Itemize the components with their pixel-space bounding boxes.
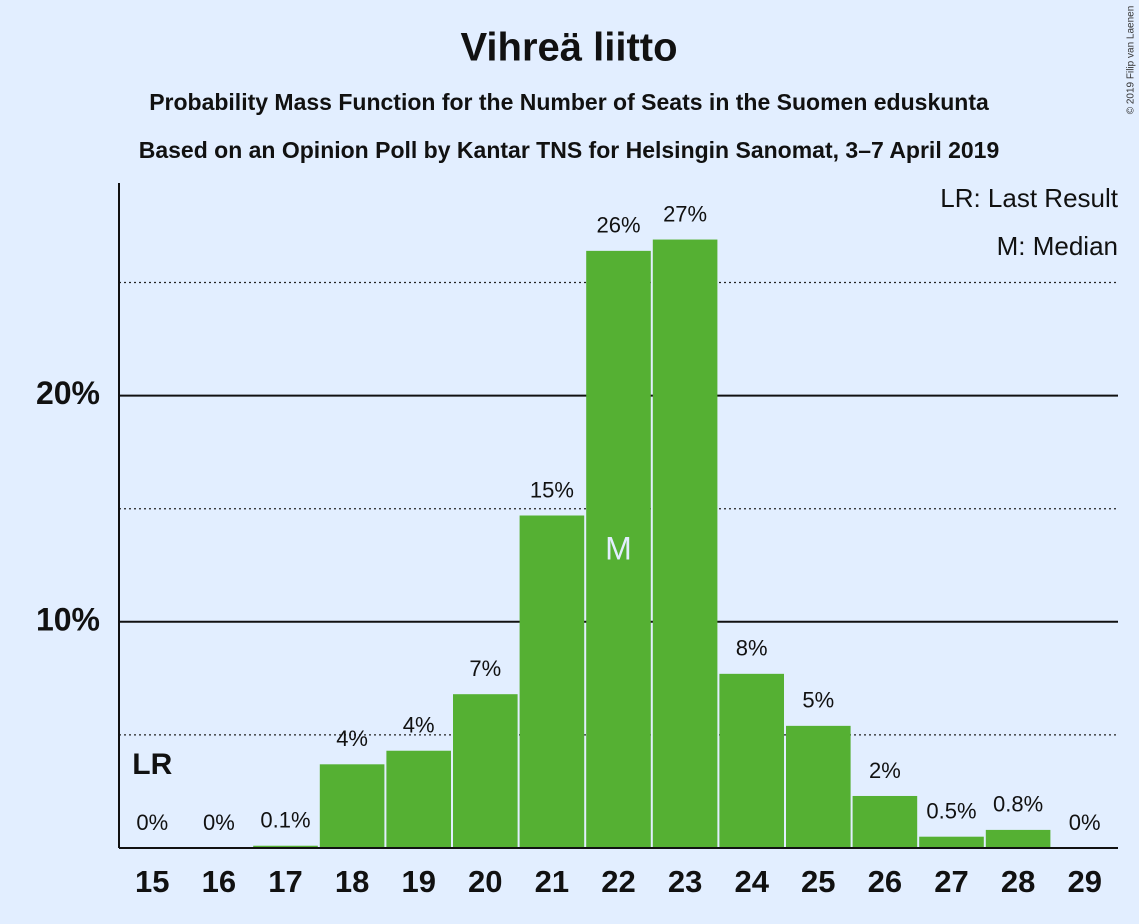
value-label: 0.5%	[926, 799, 976, 824]
value-label: 5%	[802, 688, 834, 713]
x-tick-label: 16	[202, 864, 236, 899]
chart-title: Vihreä liitto	[460, 26, 677, 70]
x-tick-label: 26	[868, 864, 902, 899]
value-label: 15%	[530, 477, 574, 502]
value-label: 27%	[663, 201, 707, 226]
bar	[453, 694, 518, 848]
value-label: 2%	[869, 758, 901, 783]
bar	[719, 673, 784, 848]
x-tick-label: 18	[335, 864, 369, 899]
value-label: 4%	[403, 713, 435, 738]
x-tick-label: 17	[268, 864, 302, 899]
bar	[586, 250, 651, 848]
value-label: 26%	[596, 213, 640, 238]
x-tick-label: 15	[135, 864, 169, 899]
legend-entry: M: Median	[997, 231, 1118, 261]
x-tick-label: 28	[1001, 864, 1035, 899]
x-tick-label: 22	[601, 864, 635, 899]
value-label: 8%	[736, 636, 768, 661]
median-marker: M	[605, 530, 632, 566]
bar	[386, 750, 451, 848]
x-tick-label: 23	[668, 864, 702, 899]
value-label: 0%	[136, 810, 168, 835]
x-tick-label: 20	[468, 864, 502, 899]
value-label: 0%	[203, 810, 235, 835]
x-tick-label: 29	[1067, 864, 1101, 899]
chart-subtitle: Probability Mass Function for the Number…	[149, 89, 989, 115]
bar	[319, 764, 385, 848]
copyright: © 2019 Filip van Laenen	[1126, 6, 1137, 115]
y-tick-label: 20%	[36, 375, 100, 411]
value-label: 0.1%	[260, 808, 310, 833]
value-label: 7%	[469, 656, 501, 681]
bar	[852, 795, 918, 848]
bar	[519, 515, 585, 848]
bar	[786, 725, 851, 848]
bar	[919, 836, 984, 848]
bar	[985, 829, 1051, 848]
x-tick-label: 27	[934, 864, 968, 899]
bar	[652, 239, 718, 849]
last-result-marker: LR	[132, 748, 172, 781]
value-label: 0%	[1069, 810, 1101, 835]
x-tick-label: 21	[535, 864, 569, 899]
x-tick-label: 25	[801, 864, 835, 899]
chart-subtitle: Based on an Opinion Poll by Kantar TNS f…	[139, 137, 1000, 163]
value-label: 0.8%	[993, 792, 1043, 817]
value-label: 4%	[336, 726, 368, 751]
legend-entry: LR: Last Result	[940, 183, 1119, 213]
x-tick-label: 24	[734, 864, 769, 899]
bar	[253, 845, 318, 848]
y-tick-label: 10%	[36, 601, 100, 637]
x-tick-label: 19	[401, 864, 435, 899]
